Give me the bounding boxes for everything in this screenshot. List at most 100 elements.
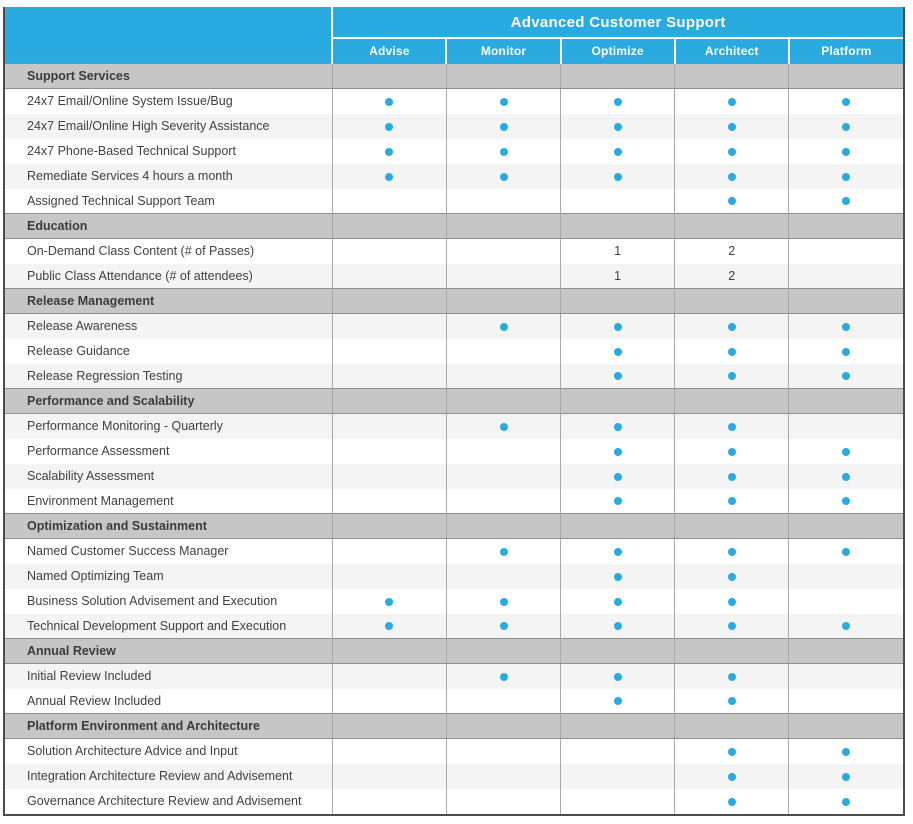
dot-icon — [613, 597, 622, 606]
value-cell — [560, 338, 675, 364]
value-cell — [788, 738, 903, 764]
section-title: Optimization and Sustainment — [5, 513, 333, 539]
corner-cell — [5, 7, 333, 64]
dot-icon — [842, 497, 851, 506]
dot-icon — [727, 197, 736, 206]
value-cell: 1 — [560, 238, 675, 264]
section-empty-cell — [445, 63, 561, 89]
value-cell — [560, 613, 675, 639]
dot-icon — [727, 497, 736, 506]
dot-icon — [727, 697, 736, 706]
section-empty-cell — [788, 713, 903, 739]
row-label: Integration Architecture Review and Advi… — [5, 763, 333, 789]
table-row: Remediate Services 4 hours a month — [5, 163, 903, 189]
dot-icon — [499, 172, 508, 181]
dot-icon — [613, 122, 622, 131]
dot-icon — [842, 747, 851, 756]
value-cell — [560, 663, 675, 689]
value-cell — [674, 788, 789, 814]
dot-icon — [727, 147, 736, 156]
table-row: Solution Architecture Advice and Input — [5, 738, 903, 764]
dot-icon — [842, 197, 851, 206]
section-header-row: Performance and Scalability — [5, 388, 903, 414]
dot-icon — [842, 322, 851, 331]
empty-cell — [788, 238, 903, 264]
section-header-row: Optimization and Sustainment — [5, 513, 903, 539]
dot-icon — [385, 122, 394, 131]
section-empty-cell — [674, 638, 789, 664]
dot-icon — [842, 347, 851, 356]
table-row: 24x7 Email/Online System Issue/Bug — [5, 88, 903, 114]
section-empty-cell — [331, 288, 447, 314]
value-cell — [674, 563, 789, 589]
section-empty-cell — [560, 388, 675, 414]
empty-cell — [445, 438, 561, 464]
empty-cell — [445, 263, 561, 289]
empty-cell — [788, 688, 903, 714]
value-cell — [674, 688, 789, 714]
empty-cell — [331, 363, 447, 389]
value-cell — [788, 163, 903, 189]
empty-cell — [445, 238, 561, 264]
dot-icon — [613, 497, 622, 506]
dot-icon — [727, 772, 736, 781]
dot-icon — [613, 572, 622, 581]
dot-icon — [727, 347, 736, 356]
empty-cell — [560, 788, 675, 814]
section-header-row: Platform Environment and Architecture — [5, 713, 903, 739]
dot-icon — [727, 797, 736, 806]
section-empty-cell — [788, 63, 903, 89]
row-label: Release Guidance — [5, 338, 333, 364]
value-cell — [788, 488, 903, 514]
empty-cell — [331, 563, 447, 589]
column-header-architect: Architect — [673, 38, 789, 64]
dot-icon — [613, 97, 622, 106]
value-cell — [674, 613, 789, 639]
section-title: Performance and Scalability — [5, 388, 333, 414]
dot-icon — [727, 622, 736, 631]
value-cell — [560, 113, 675, 139]
empty-cell — [331, 538, 447, 564]
value-cell — [560, 413, 675, 439]
row-label: Remediate Services 4 hours a month — [5, 163, 333, 189]
row-label: Initial Review Included — [5, 663, 333, 689]
section-empty-cell — [788, 213, 903, 239]
value-cell — [560, 313, 675, 339]
value-cell — [560, 438, 675, 464]
empty-cell — [560, 188, 675, 214]
value-cell: 2 — [674, 238, 789, 264]
empty-cell — [445, 463, 561, 489]
dot-icon — [727, 322, 736, 331]
section-empty-cell — [560, 288, 675, 314]
value-cell — [445, 663, 561, 689]
row-label: Business Solution Advisement and Executi… — [5, 588, 333, 614]
row-label: 24x7 Email/Online High Severity Assistan… — [5, 113, 333, 139]
dot-icon — [499, 122, 508, 131]
value-cell — [560, 463, 675, 489]
dot-icon — [727, 422, 736, 431]
value-cell — [445, 163, 561, 189]
value-cell — [331, 138, 447, 164]
empty-cell — [788, 588, 903, 614]
empty-cell — [560, 763, 675, 789]
value-cell — [788, 313, 903, 339]
dot-icon — [499, 422, 508, 431]
column-header-advise: Advise — [331, 38, 447, 64]
value-cell — [788, 788, 903, 814]
row-label: Assigned Technical Support Team — [5, 188, 333, 214]
table-row: Initial Review Included — [5, 663, 903, 689]
value-cell — [788, 88, 903, 114]
row-label: Annual Review Included — [5, 688, 333, 714]
table-row: Public Class Attendance (# of attendees)… — [5, 263, 903, 289]
value-cell — [331, 88, 447, 114]
dot-icon — [613, 422, 622, 431]
dot-icon — [842, 172, 851, 181]
empty-cell — [788, 263, 903, 289]
value-cell — [788, 138, 903, 164]
section-title: Platform Environment and Architecture — [5, 713, 333, 739]
section-empty-cell — [331, 713, 447, 739]
row-label: Performance Monitoring - Quarterly — [5, 413, 333, 439]
value-cell — [560, 538, 675, 564]
dot-icon — [613, 547, 622, 556]
dot-icon — [613, 472, 622, 481]
